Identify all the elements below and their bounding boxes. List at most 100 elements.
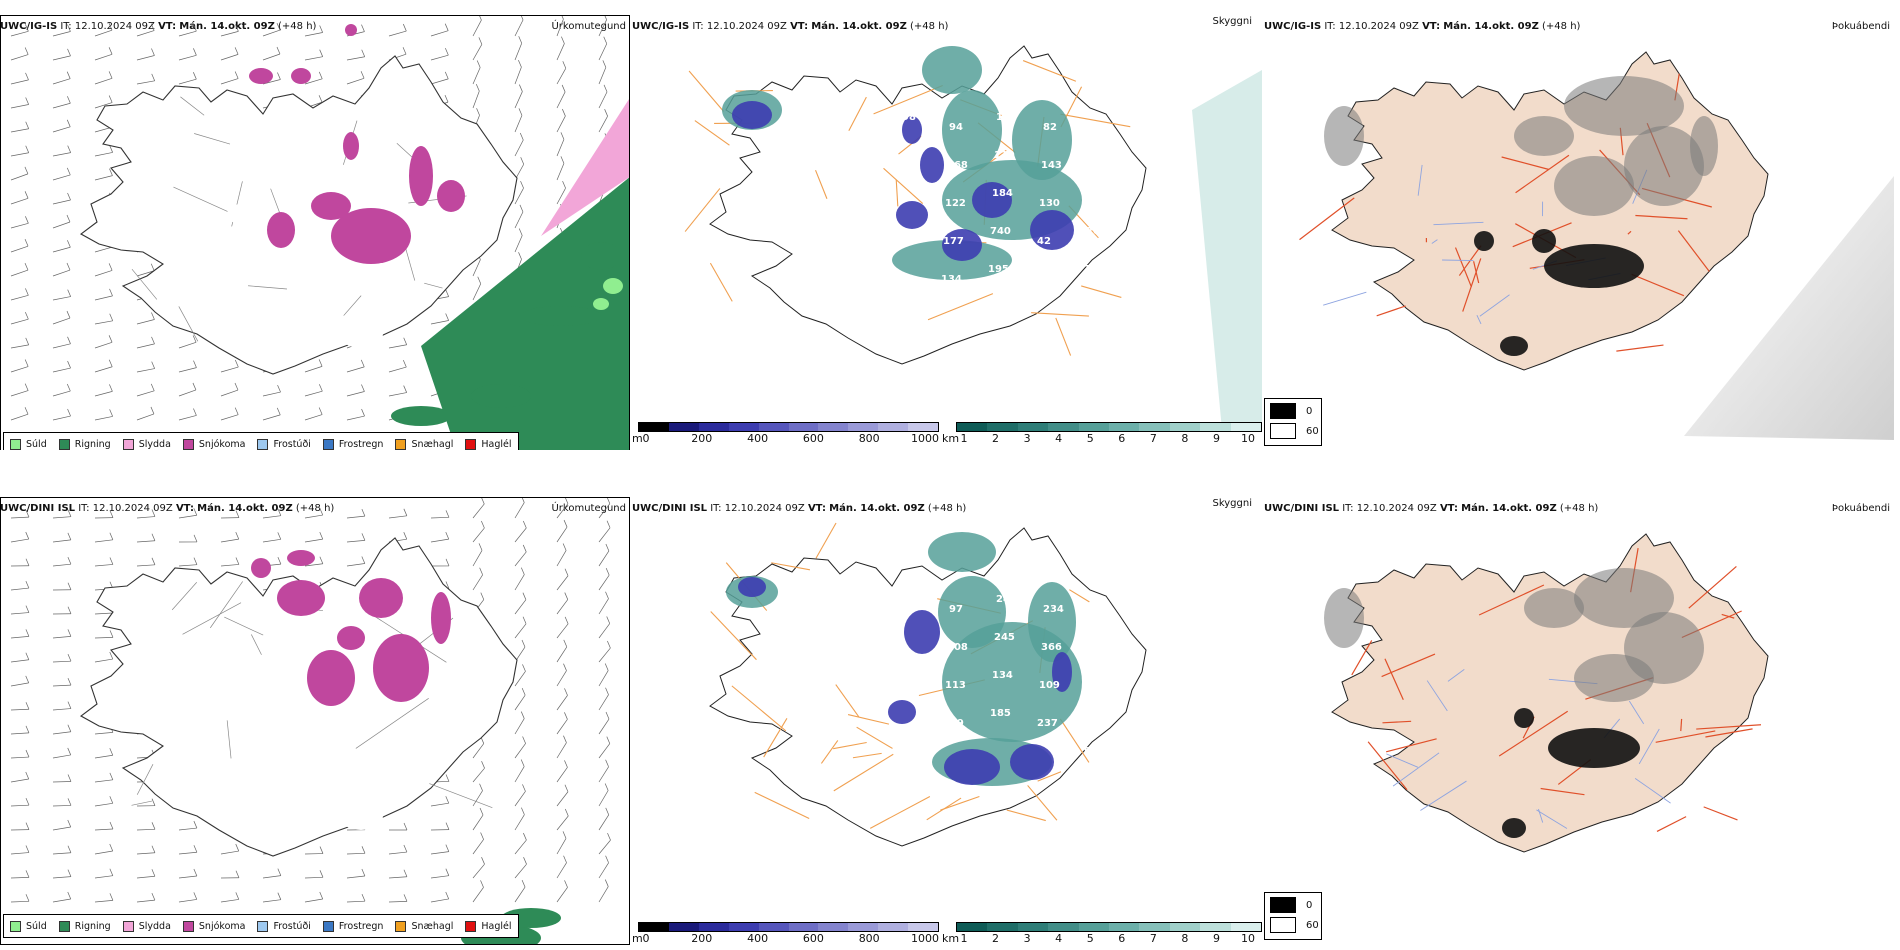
wind-barb [556,61,567,85]
legend-swatch [58,438,70,450]
wind-barb [94,359,113,373]
wind-barb [388,508,408,519]
precip-type-panel-top: UWC/IG-IS IT: 12.10.2024 09Z VT: Mán. 14… [0,0,630,450]
road [1705,728,1753,738]
wind-barb [514,664,526,687]
wind-barb [556,808,569,831]
wind-barb [556,108,566,133]
precip-legend-item: Haglél [465,920,512,932]
wind-barb [94,23,113,37]
road [709,262,733,302]
snow-area [409,146,433,206]
wind-barb [178,48,197,61]
snow-area [311,192,351,220]
cloud-base-label: 97 [949,604,963,615]
road [1616,344,1664,352]
wind-barb [430,313,449,325]
colorbar-segment [1078,923,1110,931]
precip-legend-item: Rigning [58,438,111,450]
precip-legend: Súld Rigning Slydda Snjókoma Frostúði Frostre… [3,432,519,450]
road [883,167,924,204]
wind-barb [52,96,71,109]
fog-map [1264,518,1894,922]
colorbar-segment [818,423,849,431]
wind-barb [94,95,113,109]
fog-index-area [1690,116,1718,176]
precip-legend: Súld Rigning Slydda Snjókoma Frostúði Frostre… [3,914,519,938]
colorbar-segment [1200,923,1231,931]
snow-area [277,580,325,616]
wind-barb [10,675,30,687]
legend-swatch [257,438,269,450]
wind-barb [472,857,485,879]
cloud-base-area [902,116,922,144]
wind-barb [262,892,282,903]
wind-barb [472,520,485,543]
wind-barb [52,845,72,855]
road [1656,816,1687,832]
colorbar-segment [1200,423,1231,431]
wind-barb [178,360,197,373]
wind-barb [136,23,155,37]
wind-barb [304,384,323,397]
fog-legend-row: 60 [1270,917,1319,933]
legend-label: Frostúði [273,920,311,932]
colorbar-segment [818,923,849,931]
wind-barb [556,616,569,639]
colorbar-segment [1169,423,1201,431]
wind-barb [598,84,608,109]
colorbar-segment [668,423,699,431]
colorbar-tick: 400 [747,932,769,945]
cloud-base-area [972,182,1012,218]
wind-barb [10,531,30,543]
cloud-base-label: 142 [1086,708,1107,719]
road [856,726,893,749]
ceiling-colorbar: m 0 200 400 600 800 1000 [632,922,939,950]
road [250,634,262,655]
wind-barb [94,772,114,783]
wind-barb [52,336,71,349]
road [1696,724,1762,730]
road [1059,718,1090,763]
colorbar-segment [698,923,729,931]
river [1634,777,1671,804]
wind-barb [598,855,609,879]
colorbar-segment [788,423,819,431]
legend-swatch [465,438,477,450]
road [815,169,828,199]
wind-barb [514,736,526,759]
wind-barb [178,72,197,85]
iceland-coastline [79,537,518,857]
wind-barb [346,556,366,567]
wind-barb [304,25,323,37]
wind-barb [388,894,408,903]
river [1628,700,1645,725]
colorbar-tick: 9 [1212,432,1220,445]
wind-barb [10,337,30,349]
road [1022,60,1077,82]
wind-barb [472,16,482,37]
wind-barb [10,72,29,85]
river [1323,291,1367,306]
precip-legend-item: Frostregn [322,920,383,932]
road [1006,809,1046,822]
wind-barb [10,191,29,205]
cloud-panel-top: UWC/IG-IS IT: 12.10.2024 09Z VT: Mán. 14… [632,0,1262,450]
road [1454,247,1472,288]
wind-barb [52,869,72,879]
panel-header: UWC/IG-IS IT: 12.10.2024 09Z VT: Mán. 14… [0,21,626,32]
wind-barb [388,844,408,855]
wind-barb [514,832,527,855]
fog-index-area [1324,588,1364,648]
legend-label: 0 [1306,899,1313,911]
wind-barb [136,822,156,831]
wind-barb [52,383,71,397]
fog-band [1684,176,1894,440]
wind-barb [514,498,525,519]
wind-barb [556,639,568,663]
fog-map [1264,36,1894,440]
legend-label: Slydda [138,438,171,450]
colorbar-tick: 1000 [911,432,939,445]
wind-barb [304,359,323,373]
cloud-base-label: 130 [1039,198,1060,209]
